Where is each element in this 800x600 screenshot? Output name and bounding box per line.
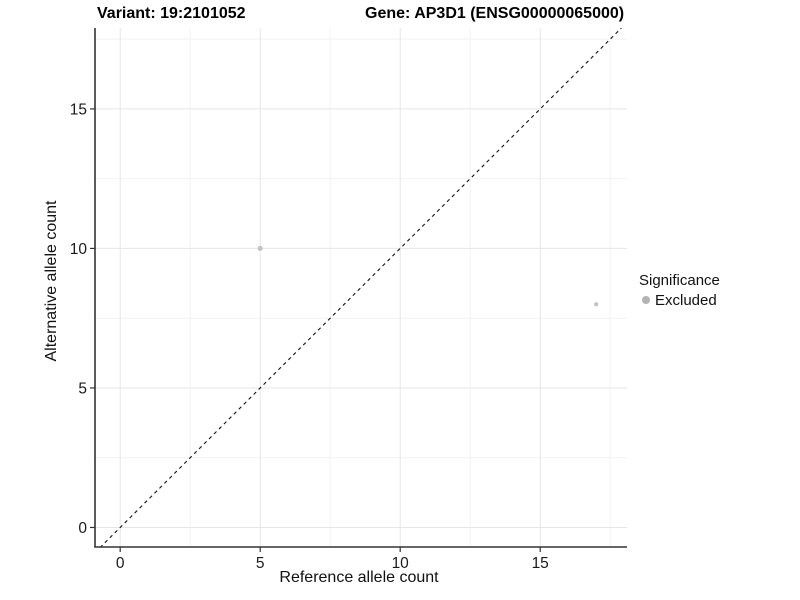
- x-axis-title: Reference allele count: [279, 569, 439, 586]
- legend-item-excluded: Excluded: [639, 291, 720, 309]
- x-tick-label: 15: [532, 555, 549, 572]
- y-tick-label: 5: [78, 380, 87, 397]
- legend: Significance Excluded: [639, 272, 720, 309]
- y-tick-label: 0: [78, 520, 87, 537]
- x-tick-label: 5: [256, 555, 265, 572]
- identity-reference-line: [99, 28, 622, 547]
- data-point: [257, 245, 263, 251]
- x-tick-label: 10: [392, 555, 410, 572]
- y-tick-label: 15: [70, 101, 87, 118]
- plot-title-variant: Variant: 19:2101052: [97, 5, 246, 22]
- x-tick-label: 0: [116, 555, 125, 572]
- legend-key-dot-icon: [642, 296, 650, 304]
- plot-title-gene: Gene: AP3D1 (ENSG00000065000): [365, 5, 625, 22]
- legend-title: Significance: [639, 272, 720, 289]
- y-axis-title: Alternative allele count: [43, 200, 60, 362]
- y-tick-label: 10: [70, 241, 88, 258]
- legend-item-label: Excluded: [655, 291, 717, 309]
- data-point: [594, 302, 599, 307]
